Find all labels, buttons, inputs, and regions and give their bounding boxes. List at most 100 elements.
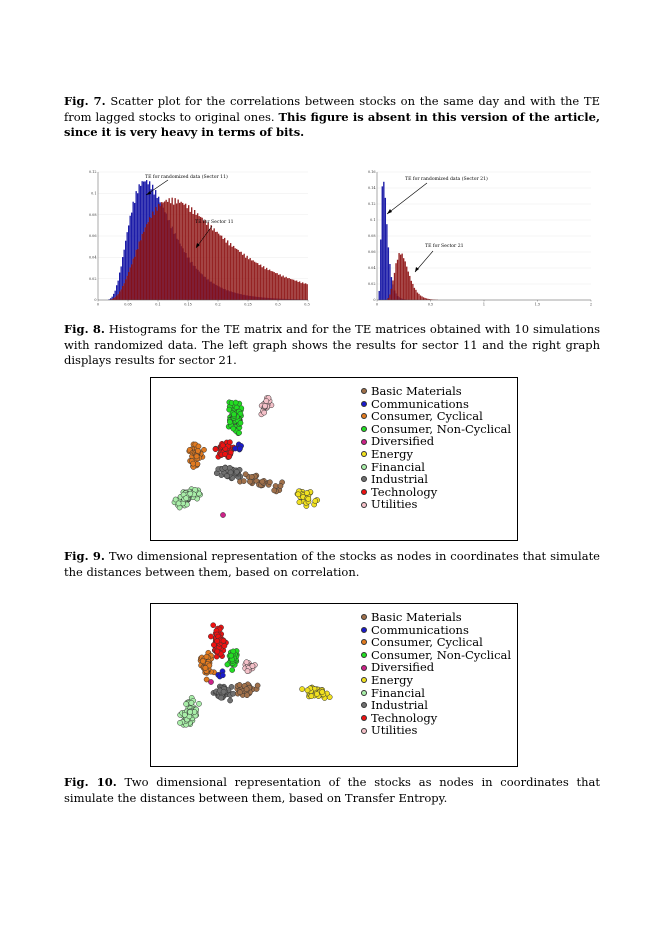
histogram-bar [378,290,380,300]
legend-marker [361,715,367,722]
histogram-bar [272,271,274,300]
histogram-bar [161,202,163,300]
legend-item: Diversified [361,661,511,674]
histogram-bar [270,271,272,300]
scatter-point [244,692,250,699]
scatter-point [188,699,195,706]
scatter-point [200,658,206,664]
scatter-point [236,429,242,436]
scatter-point [196,700,202,707]
histogram-bar [389,294,391,300]
x-tick-label: 0 [376,303,378,307]
histogram-bar [137,193,139,300]
legend-marker [361,451,367,458]
histogram-bar [422,297,425,300]
histogram-bar [210,225,212,300]
histogram-bar [264,269,266,300]
y-tick-label: 0.08 [89,213,97,217]
histogram-bar [412,283,414,300]
hist-left-annotation-random: TE for randomized data (Sector 11) [145,173,228,180]
histogram-bar [288,278,290,300]
fig8-text: Histograms for the TE matrix and for the… [64,322,601,367]
histogram-bar [399,254,402,300]
scatter-point [243,686,250,693]
legend-item: Financial [361,460,511,474]
histogram-bar [300,283,302,300]
legend-item: Technology [361,712,511,725]
histogram-bar [231,246,233,300]
scatter-point [227,469,234,476]
scatter-point [231,411,237,418]
legend-label: Diversified [371,434,435,449]
legend-label: Consumer, Non-Cyclical [371,421,512,436]
histogram-bar [404,261,406,300]
scatter-point [203,676,210,683]
histogram-bar [147,222,149,300]
histogram-bar [191,207,193,300]
histogram-bar [111,296,113,300]
histogram-bar [200,216,202,300]
histogram-bar [119,272,121,300]
histogram-bar [137,249,139,300]
legend-label: Financial [371,685,425,700]
scatter-point [259,478,266,485]
histogram-bar [194,210,196,300]
legend-label: Utilities [371,723,418,738]
legend-label: Basic Materials [371,610,462,624]
histogram-bar [117,280,119,300]
legend-item: Utilities [361,498,511,511]
y-tick-label: 0.16 [368,170,376,174]
legend-item: Consumer, Cyclical [361,636,511,649]
histogram-bar [215,231,217,300]
histogram-bar [149,217,151,300]
histogram-bar [284,277,286,300]
legend-label: Industrial [371,472,428,487]
histogram-bar [197,213,199,300]
scatter-point [237,445,243,452]
histogram-bar [291,279,293,300]
y-tick-label: 0.02 [89,277,97,281]
legend-marker [361,626,367,633]
legend-marker [361,501,367,508]
histogram-bar [201,217,203,300]
histogram-bar [198,216,200,300]
scatter-point [232,445,239,452]
histogram-bar [123,283,125,300]
hist-right-annotation-sector: TE for Sector 21 [425,243,464,249]
histogram-bar [113,293,115,300]
histogram-bar [410,280,413,300]
legend-marker [361,639,367,646]
histogram-bar [380,239,382,300]
y-tick-label: 0.12 [368,202,376,206]
histogram-bar [395,263,397,300]
histogram-bar [132,258,134,300]
histogram-bar [258,265,260,300]
histogram-bar [224,237,226,300]
legend-marker [361,614,367,621]
y-tick-label: 0.08 [368,234,376,238]
histogram-bar [428,299,431,300]
histogram-sector-21: 0.16 0.14 0.12 0.1 0.08 0.06 0.04 0.02 00 0.5 1 1.5… [368,170,592,307]
histogram-bar [266,267,268,300]
scatter-point [243,659,250,666]
histogram-bar [114,290,116,300]
scatter-point [226,453,232,460]
x-tick-label: 2 [590,303,592,307]
scatter-point [226,406,233,413]
histogram-bar [269,269,271,300]
scatter-point [299,686,305,692]
legend-label: Communications [371,622,469,637]
histogram-bar [203,220,205,300]
scatter-point [177,719,183,726]
histogram-bar [424,297,426,300]
scatter-point [220,512,226,518]
histogram-bar [392,280,394,300]
histogram-bar [273,272,275,300]
histogram-bar [299,281,301,300]
histogram-bar [174,198,176,300]
fig7-text: Scatter plot for the correlations betwee… [64,94,600,124]
scatter-point [224,473,230,479]
histogram-bar [155,207,157,300]
histogram-bar [195,214,197,300]
scatter-point [218,694,225,701]
